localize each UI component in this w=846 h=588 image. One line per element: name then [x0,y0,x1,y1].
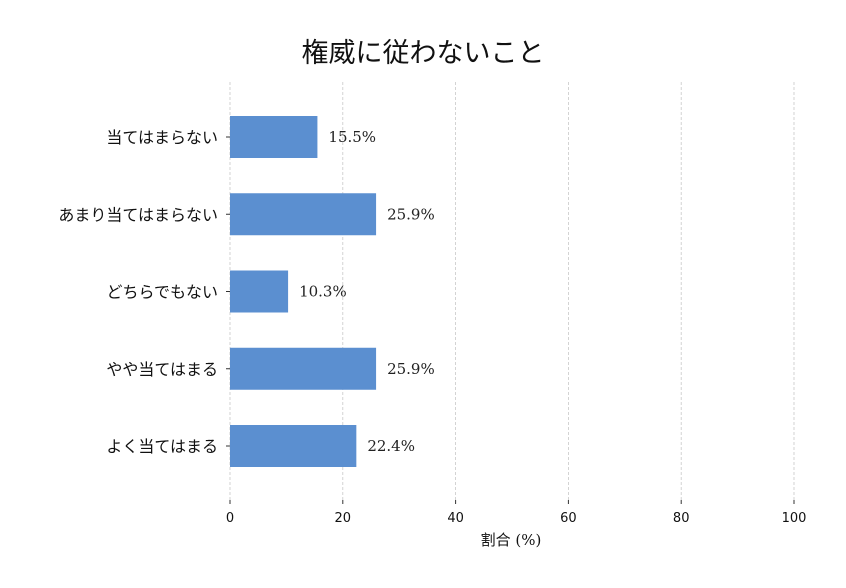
x-tick-label: 40 [447,511,464,526]
x-tick-label: 20 [335,511,352,526]
category-label: よく当てはまる [106,437,218,456]
value-label: 22.4% [367,437,415,455]
bar [230,193,377,236]
category-label: どちらでもない [106,283,218,302]
category-label: あまり当てはまらない [58,205,218,224]
chart-title: 権威に従わないこと [302,38,545,69]
value-label: 15.5% [328,128,376,146]
x-tick-label: 100 [782,511,807,526]
x-tick-labels: 0 20 40 60 80 100 [226,500,807,526]
x-axis-label: 割合 (%) [481,531,542,549]
category-label: 当てはまらない [106,128,218,147]
bar [230,270,289,313]
x-tick-label: 0 [226,511,234,526]
category-label: やや当てはまる [106,360,218,379]
bar [230,116,318,158]
value-label: 25.9% [387,205,435,223]
value-labels: 15.5% 25.9% 10.3% 25.9% 22.4% [299,128,435,455]
bar [230,425,357,467]
value-label: 10.3% [299,283,347,301]
x-tick-label: 80 [673,511,690,526]
x-tick-label: 60 [560,511,577,526]
value-label: 25.9% [387,360,435,378]
bars [230,116,377,467]
bar [230,347,377,390]
